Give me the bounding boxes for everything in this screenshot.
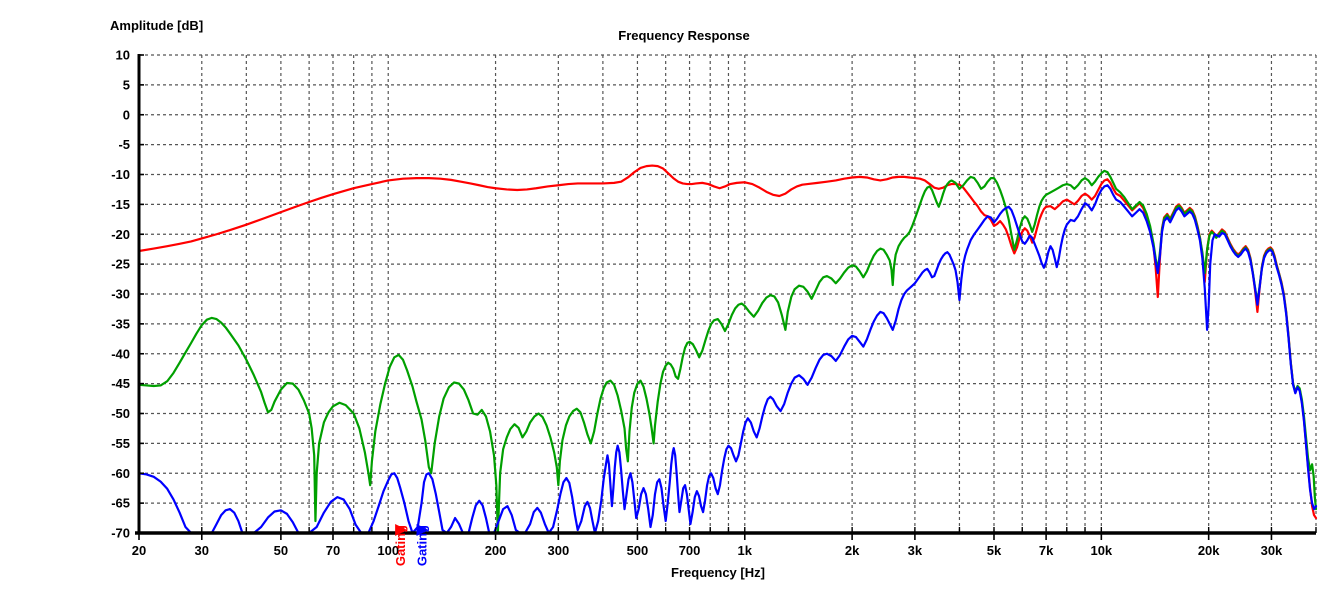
x-tick-label: 20 [132,543,146,558]
annotation-label: Gating [393,525,408,566]
x-tick-label: 7k [1039,543,1054,558]
annotation-label: Gating [415,525,430,566]
y-tick-label: -60 [111,466,130,481]
x-tick-label: 5k [987,543,1002,558]
x-tick-label: 1k [738,543,753,558]
series-layer [137,164,1318,535]
series-line-blue [137,184,1318,535]
y-tick-label: -10 [111,167,130,182]
y-tick-label: 10 [116,48,130,63]
y-tick-label: -25 [111,257,130,272]
annotation-gating-1: Gating [415,524,430,566]
y-tick-label: -70 [111,526,130,541]
x-tick-label: 100 [377,543,399,558]
tick-label-layer: 1050-5-10-15-20-25-30-35-40-45-50-55-60-… [111,48,1283,559]
y-tick-label: -20 [111,227,130,242]
x-axis-title: Frequency [Hz] [671,565,765,580]
x-tick-label: 200 [485,543,507,558]
x-tick-label: 300 [547,543,569,558]
x-tick-label: 70 [326,543,340,558]
x-tick-label: 500 [627,543,649,558]
y-tick-label: -45 [111,376,130,391]
annotation-marker-triangle [395,524,408,536]
annotation-marker-triangle [416,524,429,536]
y-tick-label: -5 [118,137,130,152]
y-tick-label: 0 [123,107,130,122]
grid-layer [138,54,1317,534]
x-tick-label: 30k [1261,543,1283,558]
y-tick-label: 5 [123,77,130,92]
x-tick-label: 20k [1198,543,1220,558]
x-tick-label: 3k [908,543,923,558]
x-tick-label: 10k [1090,543,1112,558]
y-tick-label: -50 [111,406,130,421]
y-tick-label: -30 [111,287,130,302]
x-tick-label: 700 [679,543,701,558]
y-tick-label: -65 [111,496,130,511]
x-tick-label: 50 [274,543,288,558]
y-axis-title: Amplitude [dB] [110,18,203,33]
y-tick-label: -35 [111,316,130,331]
chart-title: Frequency Response [618,28,750,43]
annotation-gating-0: Gating [393,524,408,566]
y-tick-label: -40 [111,346,130,361]
x-tick-label: 2k [845,543,860,558]
x-tick-label: 30 [195,543,209,558]
y-tick-label: -15 [111,197,130,212]
annotation-layer: Gating Gating [393,524,430,566]
series-line-green [137,169,1318,535]
y-tick-label: -55 [111,436,130,451]
axis-layer [135,54,1317,540]
